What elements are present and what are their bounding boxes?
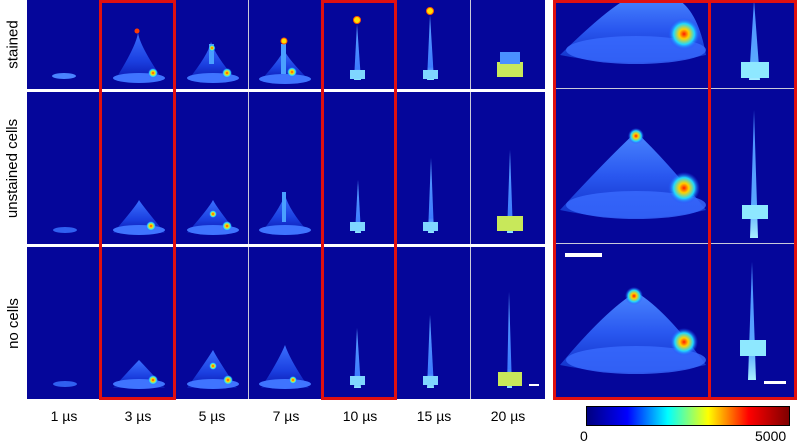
scale-bar [529,384,539,386]
row-divider [27,89,545,92]
zoom-panels [556,0,794,399]
row-stained-shapes [52,7,523,84]
zoom-graphics [560,0,769,380]
column-divider [174,0,175,399]
colorbar-max-label: 5000 [755,428,787,444]
row-label-unstained: unstained cells [0,92,26,244]
row-unstained-shapes [53,150,523,235]
row-label-stained: stained [0,0,26,89]
row-label-no-cells: no cells [0,247,26,399]
zoom-row-divider [556,88,794,89]
zoom-scale-bar [565,253,602,257]
time-label: 1 µs [50,408,78,424]
column-divider [396,0,397,399]
panel-graphics [52,7,523,389]
row-label-text: no cells [4,297,22,349]
time-label: 3 µs [124,408,152,424]
image-grid [27,0,545,399]
colorbar [586,406,790,426]
row-label-text: unstained cells [4,118,22,218]
column-divider [248,0,249,399]
time-label: 15 µs [416,408,452,424]
colorbar-min-label: 0 [580,428,588,444]
time-label: 7 µs [272,408,300,424]
time-label: 5 µs [198,408,226,424]
zoom-scale-bar [764,381,786,384]
column-divider [322,0,323,399]
row-label-text: stained [4,20,22,69]
zoom-row-divider [556,243,794,244]
column-divider [100,0,101,399]
row-no-cells-shapes [53,292,522,389]
time-label: 10 µs [342,408,378,424]
time-label: 20 µs [490,408,526,424]
column-divider [470,0,471,399]
row-divider [27,244,545,247]
